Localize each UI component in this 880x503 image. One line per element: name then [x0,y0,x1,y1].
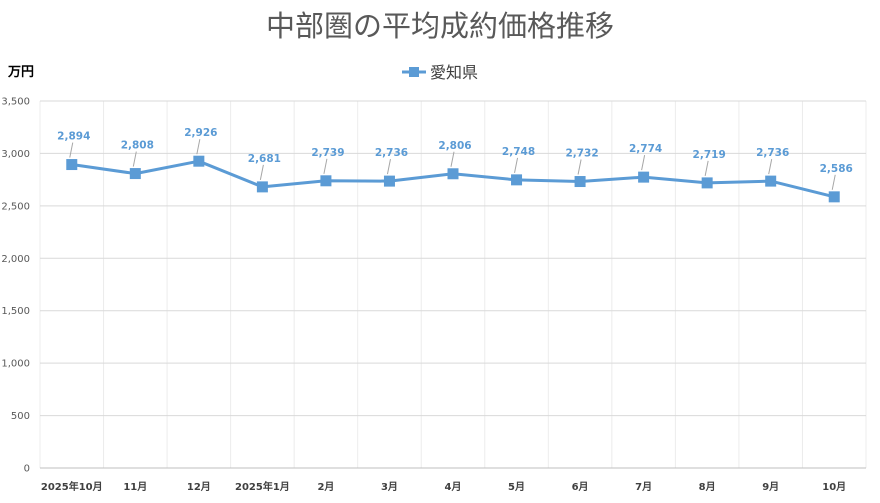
leader-line [450,151,455,167]
x-tick-label: 8月 [699,481,716,493]
y-axis: 0 500 1,000 1,500 2,000 2,500 3,000 3,500 [1,97,30,475]
chart-title: 中部圏の平均成約価格推移 [266,9,614,43]
x-tick-label: 12月 [187,481,211,493]
y-tick-label: 2,500 [1,201,30,212]
data-label: 2,806 [438,140,471,152]
legend-marker [409,67,419,77]
data-label: 2,808 [121,140,154,152]
x-tick-label: 11月 [123,481,147,493]
y-tick-label: 500 [11,411,30,422]
data-label: 2,748 [502,146,535,158]
leader-line [641,155,646,171]
y-tick-label: 1,000 [1,359,30,370]
y-axis-unit: 万円 [7,65,34,80]
legend: 愛知県 [402,63,478,82]
series-line [66,155,840,203]
data-point [511,174,523,186]
leader-line [704,160,709,176]
x-tick-label: 4月 [445,481,462,493]
data-point [447,168,459,180]
x-tick-label: 2月 [317,481,334,493]
data-labels: 2,894 2,808 2,926 2,681 2,739 2,736 2,806 2,748… [57,127,853,190]
leader-line [386,159,391,175]
x-tick-label: 6月 [572,481,589,493]
data-label: 2,719 [693,149,726,161]
x-axis: 2025年10月 11月 12月 2025年1月 2月 3月 4月 5月 6月 7月 8月 9月 10月 [41,480,846,493]
x-tick-label: 2025年1月 [235,480,290,493]
data-point [574,176,586,188]
data-label: 2,774 [629,143,662,155]
x-tick-label: 10月 [822,481,846,493]
data-label: 2,739 [311,147,344,159]
x-tick-label: 2025年10月 [41,480,103,493]
y-tick-label: 3,000 [1,149,30,160]
data-label: 2,681 [248,153,281,165]
x-tick-label: 5月 [508,481,525,493]
x-tick-label: 9月 [762,481,779,493]
data-point [701,177,713,189]
leader-line [196,139,201,155]
data-point [320,175,332,187]
data-point [828,191,840,203]
leader-line [831,174,836,190]
leader-line [577,159,582,175]
data-point [383,175,395,187]
y-tick-label: 2,000 [1,254,30,265]
data-point [765,175,777,187]
gridlines [39,100,867,469]
data-point [256,181,268,193]
y-tick-label: 1,500 [1,306,30,317]
y-tick-label: 0 [24,464,30,475]
data-label: 2,586 [820,163,853,175]
x-tick-label: 3月 [381,481,398,493]
leader-line [323,158,328,174]
data-point [66,159,78,171]
y-tick-label: 3,500 [1,97,30,108]
data-label: 2,926 [184,127,217,139]
leader-line [514,157,519,173]
data-label: 2,736 [756,147,789,159]
data-label: 2,732 [565,148,598,160]
data-point [129,168,141,180]
legend-label: 愛知県 [430,63,478,82]
data-point [638,171,650,183]
leader-line [768,159,773,175]
leader-line [259,164,264,180]
data-label: 2,894 [57,131,90,143]
leader-line [69,142,74,158]
data-point [193,155,205,167]
x-tick-label: 7月 [635,481,652,493]
data-label: 2,736 [375,147,408,159]
leader-line [132,151,137,167]
